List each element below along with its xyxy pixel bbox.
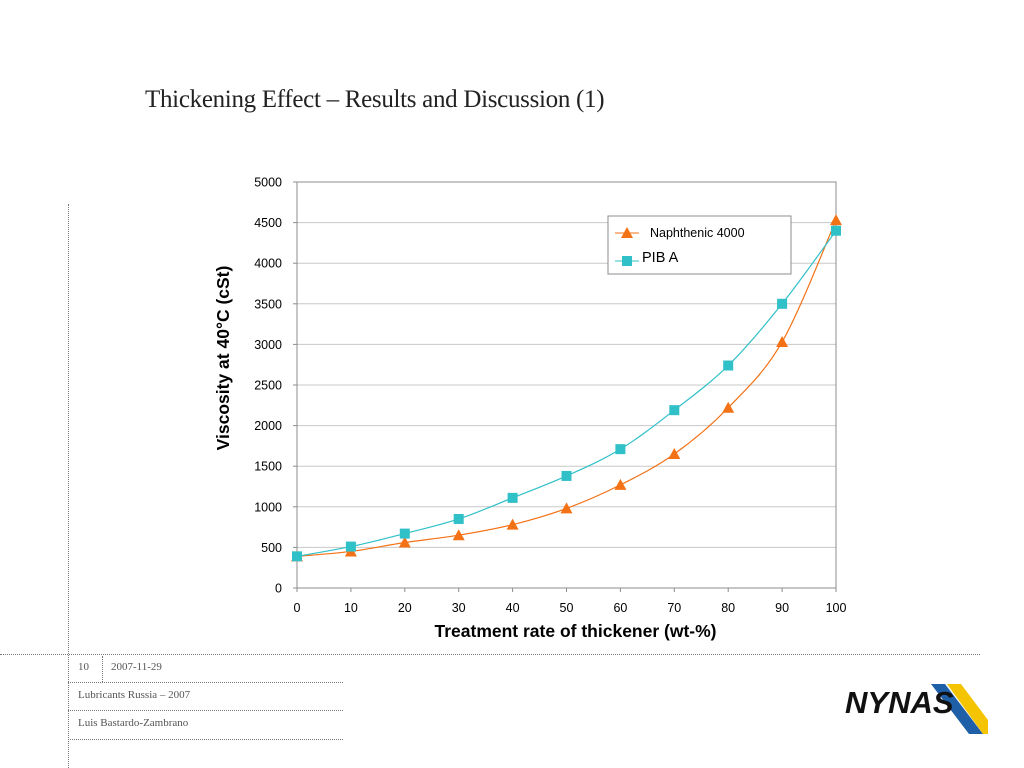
series-line-pib <box>296 230 837 557</box>
data-point-pib <box>615 444 626 455</box>
footer-separator <box>102 656 103 682</box>
footer-date: 2007-11-29 <box>111 661 162 673</box>
logo-yellow-stripe <box>947 684 988 734</box>
y-tick-label: 1500 <box>254 460 282 474</box>
slide-title: Thickening Effect – Results and Discussi… <box>145 86 605 113</box>
data-point-naphthenic <box>452 529 465 541</box>
footer-rule-2 <box>68 710 343 711</box>
data-point-pib <box>723 360 734 371</box>
legend-label-pib: PIB A <box>642 250 679 266</box>
y-tick-label: 5000 <box>254 176 282 190</box>
legend-square-marker <box>622 256 632 266</box>
footer-top-rule <box>0 654 980 655</box>
y-tick-label: 500 <box>261 541 282 555</box>
y-tick-label: 4000 <box>254 257 282 271</box>
page-number: 10 <box>78 661 89 673</box>
chart-legend: Naphthenic 4000 PIB A <box>607 215 792 275</box>
data-point-naphthenic <box>398 536 411 548</box>
data-point-pib <box>345 541 356 552</box>
x-tick-label: 50 <box>560 601 574 615</box>
x-tick-label: 60 <box>613 601 627 615</box>
data-point-pib <box>561 470 572 481</box>
data-point-pib <box>292 551 302 562</box>
x-tick-label: 70 <box>667 601 681 615</box>
x-axis-title: Treatment rate of thickener (wt-%) <box>435 621 717 641</box>
legend-label-naphthenic: Naphthenic 4000 <box>650 226 745 240</box>
data-point-naphthenic <box>776 335 789 347</box>
y-tick-label: 0 <box>275 582 282 596</box>
y-tick-label: 3000 <box>254 338 282 352</box>
data-point-naphthenic <box>722 401 735 413</box>
y-tick-label: 2000 <box>254 419 282 433</box>
legend-triangle-marker <box>621 227 633 238</box>
data-point-naphthenic <box>830 214 842 226</box>
data-point-pib <box>507 492 518 503</box>
footer-event: Lubricants Russia – 2007 <box>78 689 191 701</box>
y-tick-label: 4500 <box>254 216 282 230</box>
data-point-naphthenic <box>506 518 519 530</box>
x-tick-label: 0 <box>294 601 301 615</box>
data-point-naphthenic <box>560 502 573 514</box>
y-tick-label: 2500 <box>254 379 282 393</box>
data-point-pib <box>777 298 788 309</box>
logo-wordmark: NYNAS <box>845 685 954 720</box>
y-axis-title: Viscosity at 40°C (cSt) <box>213 266 233 451</box>
data-point-naphthenic <box>668 448 681 460</box>
logo-blue-stripe <box>931 684 983 734</box>
x-tick-label: 30 <box>452 601 466 615</box>
x-tick-label: 40 <box>506 601 520 615</box>
footer-rule-1 <box>68 682 343 683</box>
footer-author: Luis Bastardo-Zambrano <box>78 717 189 729</box>
plot-area-frame <box>296 181 837 589</box>
y-tick-labels: 0 500 1000 1500 2000 2500 3000 3500 4000 4500 5000 <box>254 176 282 596</box>
viscosity-chart: 0500100015002000250030003500400045005000… <box>213 176 847 642</box>
x-tick-label: 80 <box>721 601 735 615</box>
footer-rule-3 <box>68 739 343 740</box>
data-point-pib <box>831 225 841 236</box>
data-point-pib <box>669 405 680 416</box>
data-point-naphthenic <box>614 478 627 490</box>
x-tick-label: 100 <box>826 601 847 615</box>
x-tick-label: 10 <box>344 601 358 615</box>
x-tick-label: 20 <box>398 601 412 615</box>
legend-box <box>607 215 792 275</box>
series-lines <box>296 219 837 557</box>
x-tick-labels: 0 10 20 30 40 50 60 70 80 90 100 <box>294 601 847 615</box>
footer-vertical-rule <box>68 204 69 768</box>
data-point-pib <box>399 528 410 539</box>
y-tick-label: 1000 <box>254 500 282 514</box>
nynas-logo: NYNAS <box>845 684 988 734</box>
data-point-pib <box>453 513 464 524</box>
x-tick-label: 90 <box>775 601 789 615</box>
series-line-naphthenic <box>296 219 837 557</box>
series-markers <box>291 214 842 562</box>
y-tick-label: 3500 <box>254 297 282 311</box>
